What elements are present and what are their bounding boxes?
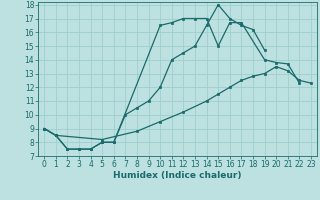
X-axis label: Humidex (Indice chaleur): Humidex (Indice chaleur) — [113, 171, 242, 180]
